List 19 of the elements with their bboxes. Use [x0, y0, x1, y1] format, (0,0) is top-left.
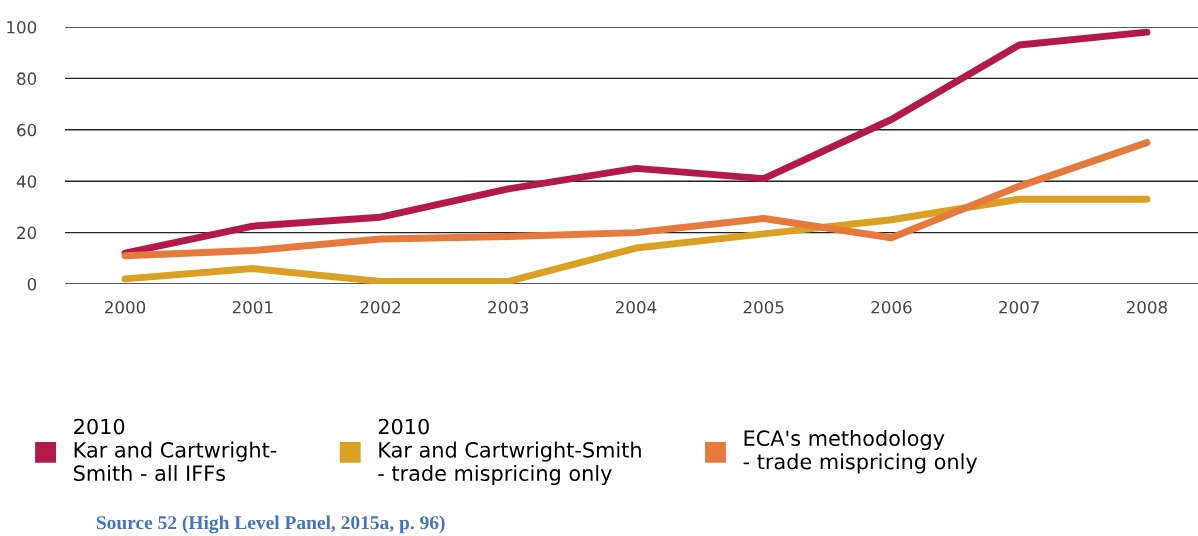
x-tick-label: 2000	[105, 300, 146, 314]
x-tick-label: 2001	[232, 300, 273, 314]
x-tick-label: 2007	[999, 300, 1039, 314]
legend-label: ECA's methodology - trade mispricing only	[743, 429, 978, 474]
y-tick-label: 100	[7, 20, 37, 34]
y-tick-label: 60	[17, 123, 37, 137]
x-tick-label: 2004	[615, 300, 657, 314]
x-tick-label: 2003	[488, 300, 529, 314]
x-tick-label: 2002	[360, 300, 401, 314]
legend-label: 2010 Kar and Cartwright- Smith - all IFFs	[74, 418, 277, 482]
x-tick-label: 2008	[1126, 300, 1167, 314]
x-tick-label: 2005	[743, 300, 784, 314]
legend-label: 2010 Kar and Cartwright-Smith - trade mispricing only	[378, 418, 641, 486]
x-tick-label: 2006	[871, 300, 912, 314]
y-tick-label: 80	[17, 72, 37, 85]
y-tick-label: 0	[27, 277, 37, 291]
y-tick-label: 20	[17, 226, 37, 240]
y-tick-label: 40	[16, 175, 37, 188]
source-note: Source 52 (High Level Panel, 2015a, p. 96)	[96, 515, 445, 534]
